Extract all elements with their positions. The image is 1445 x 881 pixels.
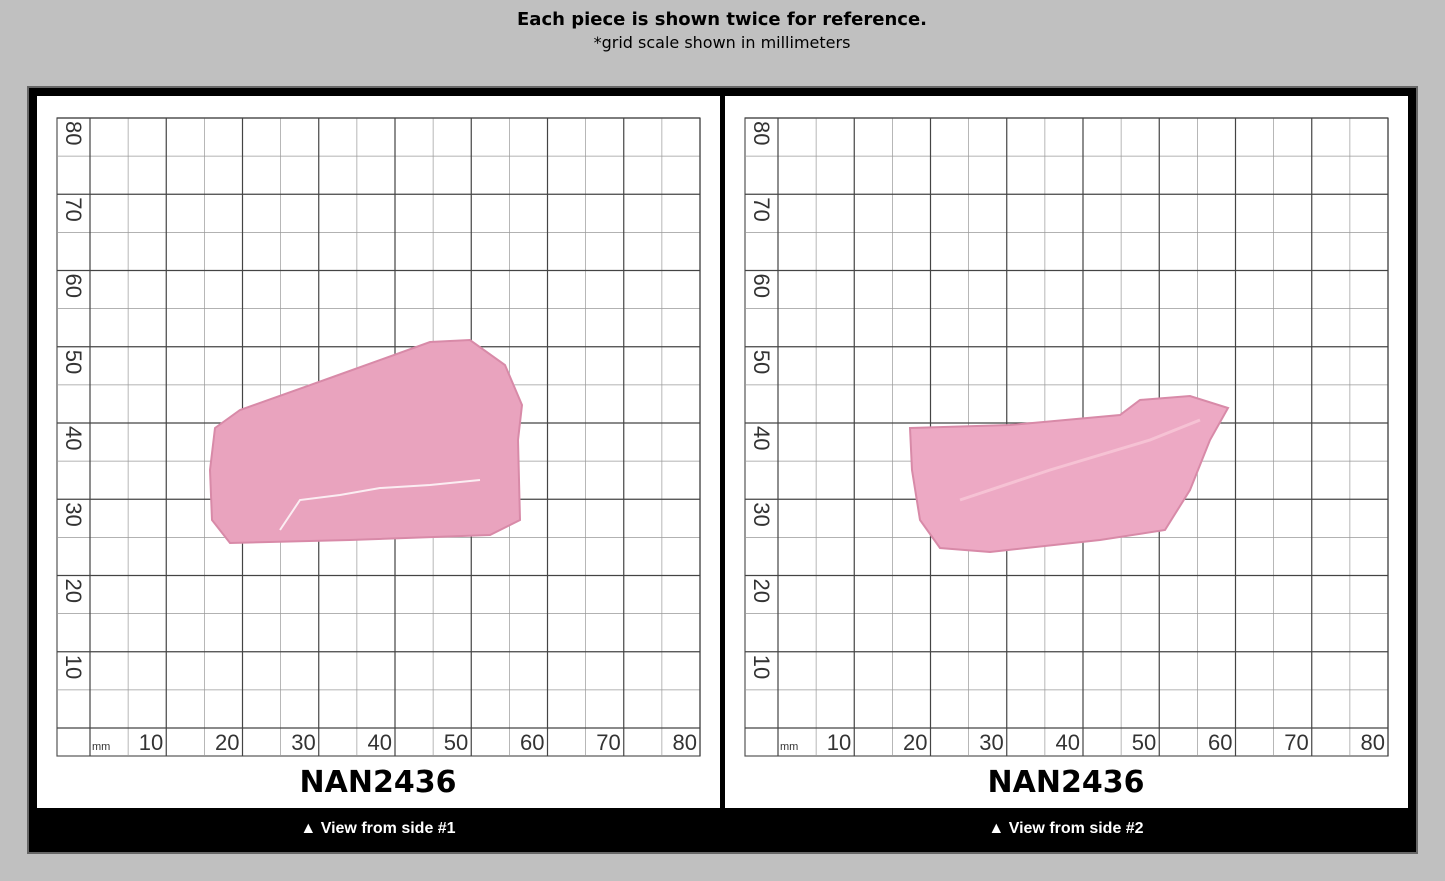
y-scale-label: 30 <box>61 502 86 526</box>
x-scale-label: 80 <box>673 730 697 755</box>
y-scale-label: 80 <box>61 121 86 145</box>
x-scale-label: 20 <box>903 730 927 755</box>
title: Each piece is shown twice for reference. <box>517 9 927 30</box>
x-scale-label: 60 <box>1208 730 1232 755</box>
x-scale-label: 10 <box>139 730 163 755</box>
y-scale-label: 60 <box>749 274 774 298</box>
y-scale-label: 30 <box>749 502 774 526</box>
grids: 10 10 20 20 30 30 40 40 50 50 60 60 70 70 80 80 mm 10 10 20… <box>56 117 1389 757</box>
stone-highlight <box>959 418 1201 502</box>
y-scale-label: 10 <box>61 655 86 679</box>
y-scale-label: 70 <box>749 197 774 221</box>
subtitle: *grid scale shown in millimeters <box>594 33 851 52</box>
scale-unit: mm <box>92 741 110 753</box>
x-scale-label: 40 <box>368 730 392 755</box>
x-scale-label: 10 <box>827 730 851 755</box>
y-scale-label: 20 <box>61 579 86 603</box>
stone-highlight <box>279 479 481 531</box>
y-scale-label: 20 <box>749 579 774 603</box>
y-scale-label: 60 <box>61 274 86 298</box>
y-scale-label: 70 <box>61 197 86 221</box>
piece-label: NAN2436 <box>300 765 457 800</box>
stone <box>208 338 524 545</box>
y-scale-label: 80 <box>749 121 774 145</box>
y-scale-label: 50 <box>61 350 86 374</box>
y-scale-label: 40 <box>749 426 774 450</box>
x-scale-label: 60 <box>520 730 544 755</box>
x-scale-label: 40 <box>1056 730 1080 755</box>
stone <box>908 394 1230 554</box>
x-scale-label: 70 <box>596 730 620 755</box>
view-caption: ▲ View from side #1 <box>300 820 455 837</box>
x-scale-label: 30 <box>291 730 315 755</box>
x-scale-label: 50 <box>1132 730 1156 755</box>
x-scale-label: 80 <box>1361 730 1385 755</box>
y-scale-label: 10 <box>749 655 774 679</box>
x-scale-label: 20 <box>215 730 239 755</box>
scale-unit: mm <box>780 741 798 753</box>
piece-label: NAN2436 <box>988 765 1145 800</box>
x-scale-label: 50 <box>444 730 468 755</box>
x-scale-label: 70 <box>1284 730 1308 755</box>
y-scale-label: 50 <box>749 350 774 374</box>
view-caption: ▲ View from side #2 <box>988 820 1143 837</box>
x-scale-label: 30 <box>979 730 1003 755</box>
y-scale-label: 40 <box>61 426 86 450</box>
